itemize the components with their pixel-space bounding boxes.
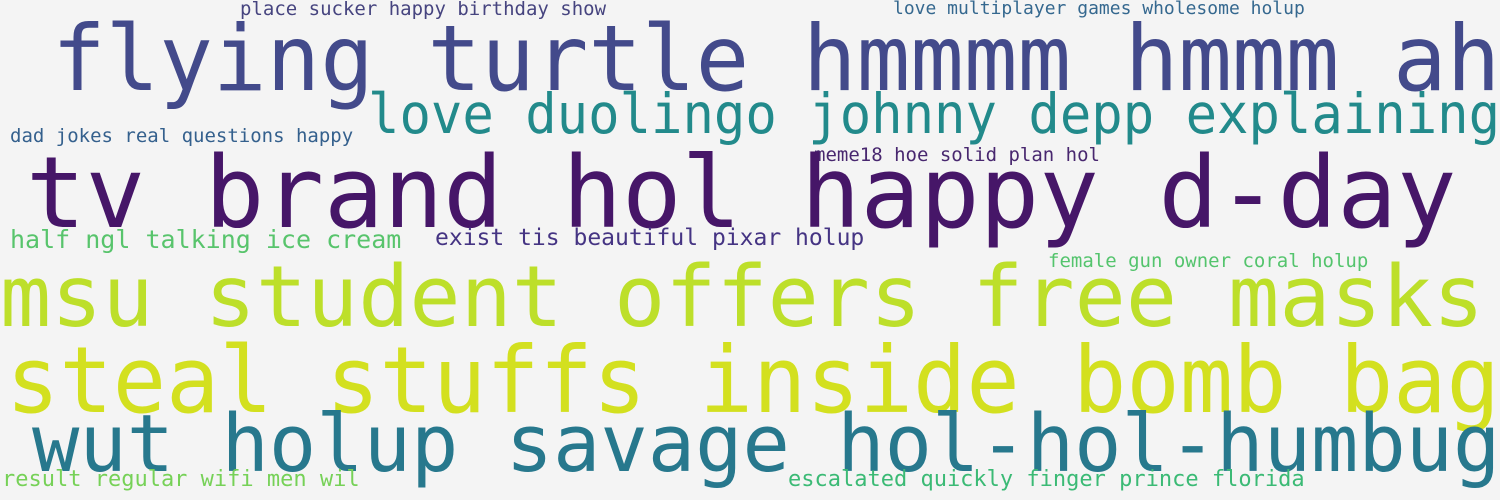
phrase-love-duolingo-johnny-depp-explaining: love duolingo johnny depp explaining bbox=[368, 82, 1500, 146]
phrase-result-regular-wifi-men-wil: result regular wifi men wil bbox=[2, 467, 360, 492]
phrase-flying-turtle-hmmmm-hmmm-ah: flying turtle hmmmm hmmm ah bbox=[52, 7, 1500, 112]
phrase-dad-jokes-real-questions-happy: dad jokes real questions happy bbox=[10, 125, 354, 147]
phrase-escalated-quickly-finger-prince-florida: escalated quickly finger prince florida bbox=[788, 467, 1305, 492]
phrase-place-sucker-happy-birthday-show: place sucker happy birthday show bbox=[240, 0, 607, 20]
phrase-steal-stuffs-inside-bomb-bag: steal stuffs inside bomb bag bbox=[6, 327, 1500, 434]
phrase-meme18-hoe-solid-plan-hol: meme18 hoe solid plan hol bbox=[814, 144, 1100, 166]
phrase-female-gun-owner-coral-holup: female gun owner coral holup bbox=[1048, 250, 1369, 272]
phrase-wut-holup-savage-hol-hol-humbug: wut holup savage hol-hol-humbug bbox=[32, 398, 1500, 490]
phrase-exist-tis-beautiful-pixar-holup: exist tis beautiful pixar holup bbox=[435, 225, 865, 251]
phrase-love-multiplayer-games-wholesome-holup: love multiplayer games wholesome holup bbox=[893, 0, 1305, 19]
phrase-tv-brand-hol-happy-d-day: tv brand hol happy d-day bbox=[26, 136, 1457, 251]
phrase-half-ngl-talking-ice-cream: half ngl talking ice cream bbox=[10, 225, 402, 254]
phrase-msu-student-offers-free-masks: msu student offers free masks bbox=[0, 248, 1485, 347]
